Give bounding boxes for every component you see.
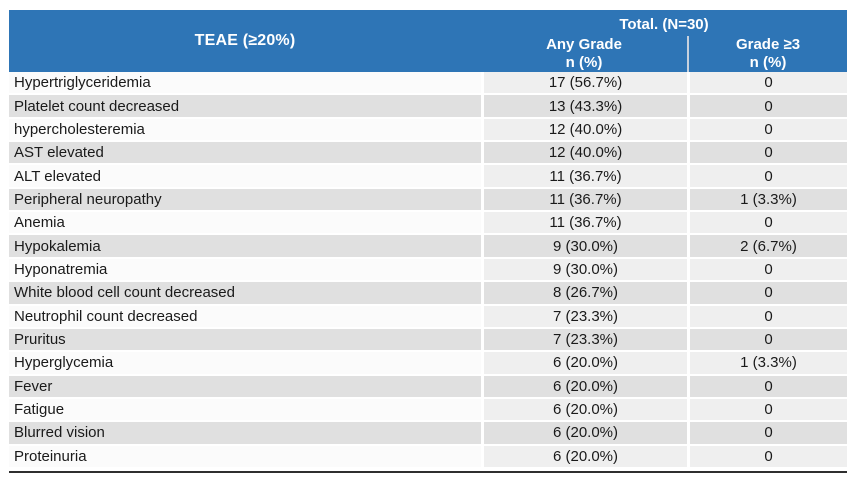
col-header-any-grade: Any Grade n (%) [481,36,687,72]
cell-any-grade: 6 (20.0%) [481,422,687,444]
col-header-total: Total. (N=30) [619,16,709,33]
table-row: Neutrophil count decreased 7 (23.3%) 0 [9,305,847,329]
col-header-teae: TEAE (≥20%) [194,32,296,49]
cell-teae: AST elevated [9,142,481,164]
grade3-label: Grade ≥3 [735,36,801,53]
table-row: Platelet count decreased 13 (43.3%) 0 [9,95,847,119]
cell-teae: Fatigue [9,398,481,421]
cell-teae: hypercholesteremia [9,118,481,141]
teae-table: TEAE (≥20%) Total. (N=30) Any Grade n (%… [9,10,847,473]
table-header: TEAE (≥20%) Total. (N=30) Any Grade n (%… [9,10,847,72]
cell-teae: Peripheral neuropathy [9,188,481,211]
cell-grade3: 0 [687,398,847,421]
cell-any-grade: 6 (20.0%) [481,375,687,397]
table-row: Pruritus 7 (23.3%) 0 [9,328,847,353]
cell-any-grade: 11 (36.7%) [481,188,687,211]
col-header-grade3: Grade ≥3 n (%) [687,36,847,72]
table-row: Hyponatremia 9 (30.0%) 0 [9,258,847,283]
table-body: Hypertriglyceridemia 17 (56.7%) 0 Platelet … [9,72,847,469]
table-row: Hypokalemia 9 (30.0%) 2 (6.7%) [9,235,847,259]
header-subcolumns: Any Grade n (%) Grade ≥3 n (%) [481,36,847,72]
cell-grade3: 0 [687,445,847,467]
cell-any-grade: 9 (30.0%) [481,258,687,281]
cell-grade3: 0 [687,375,847,397]
cell-grade3: 0 [687,165,847,187]
header-total-group: Total. (N=30) Any Grade n (%) Grade ≥3 n… [481,10,847,72]
cell-teae: Neutrophil count decreased [9,305,481,327]
table-row: Anemia 11 (36.7%) 0 [9,212,847,236]
cell-grade3: 0 [687,258,847,281]
cell-grade3: 1 (3.3%) [687,188,847,211]
table-bottom-border [9,471,847,473]
cell-any-grade: 6 (20.0%) [481,352,687,374]
cell-any-grade: 9 (30.0%) [481,235,687,257]
cell-teae: Platelet count decreased [9,95,481,117]
table-row: Hypertriglyceridemia 17 (56.7%) 0 [9,72,847,96]
cell-grade3: 0 [687,305,847,327]
cell-teae: Hypertriglyceridemia [9,72,481,94]
cell-grade3: 0 [687,118,847,141]
cell-grade3: 2 (6.7%) [687,235,847,257]
cell-any-grade: 7 (23.3%) [481,305,687,327]
cell-teae: Anemia [9,212,481,234]
cell-teae: ALT elevated [9,165,481,187]
cell-any-grade: 11 (36.7%) [481,212,687,234]
table-row: Fatigue 6 (20.0%) 0 [9,398,847,423]
cell-teae: Pruritus [9,328,481,351]
cell-any-grade: 17 (56.7%) [481,72,687,94]
table-row: Fever 6 (20.0%) 0 [9,375,847,399]
cell-any-grade: 12 (40.0%) [481,142,687,164]
cell-any-grade: 12 (40.0%) [481,118,687,141]
cell-any-grade: 7 (23.3%) [481,328,687,351]
cell-teae: Hyponatremia [9,258,481,281]
table-row: Proteinuria 6 (20.0%) 0 [9,445,847,469]
table-row: ALT elevated 11 (36.7%) 0 [9,165,847,189]
cell-teae: Hypokalemia [9,235,481,257]
cell-teae: Proteinuria [9,445,481,467]
table-row: White blood cell count decreased 8 (26.7%… [9,282,847,306]
table-row: Peripheral neuropathy 11 (36.7%) 1 (3.3%) [9,188,847,213]
cell-any-grade: 13 (43.3%) [481,95,687,117]
cell-grade3: 0 [687,212,847,234]
cell-teae: White blood cell count decreased [9,282,481,304]
cell-any-grade: 11 (36.7%) [481,165,687,187]
grade3-npct-label: n (%) [749,54,787,71]
any-grade-label: Any Grade [546,36,622,53]
cell-grade3: 1 (3.3%) [687,352,847,374]
any-grade-npct-label: n (%) [565,54,603,71]
table-row: hypercholesteremia 12 (40.0%) 0 [9,118,847,143]
table-row: Hyperglycemia 6 (20.0%) 1 (3.3%) [9,352,847,376]
cell-grade3: 0 [687,328,847,351]
cell-any-grade: 6 (20.0%) [481,445,687,467]
cell-grade3: 0 [687,422,847,444]
cell-teae: Hyperglycemia [9,352,481,374]
cell-any-grade: 6 (20.0%) [481,398,687,421]
cell-grade3: 0 [687,95,847,117]
cell-grade3: 0 [687,72,847,94]
cell-teae: Fever [9,375,481,397]
cell-grade3: 0 [687,282,847,304]
cell-any-grade: 8 (26.7%) [481,282,687,304]
table-row: AST elevated 12 (40.0%) 0 [9,142,847,166]
cell-teae: Blurred vision [9,422,481,444]
table-row: Blurred vision 6 (20.0%) 0 [9,422,847,446]
cell-grade3: 0 [687,142,847,164]
